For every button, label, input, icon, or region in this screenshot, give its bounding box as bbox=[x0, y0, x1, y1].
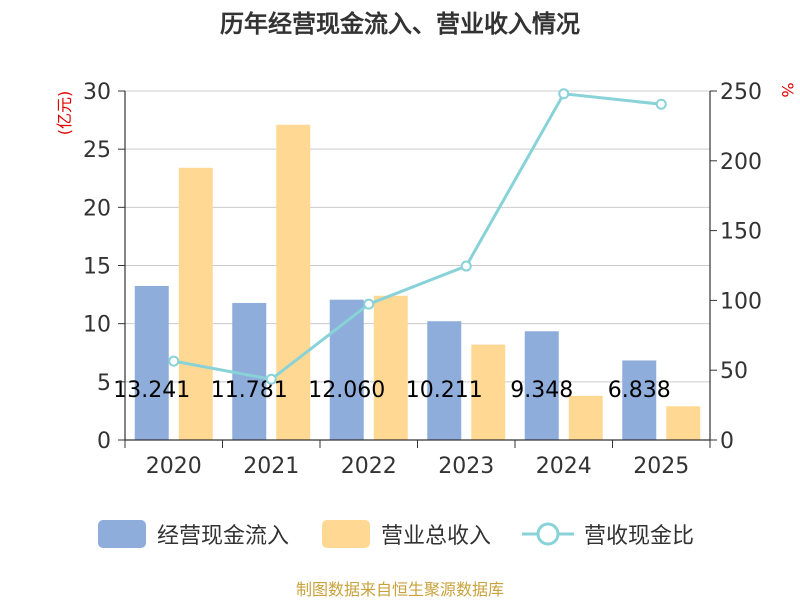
legend-item-revenue[interactable]: 营业总收入 bbox=[322, 520, 491, 549]
ratio-point bbox=[168, 355, 180, 367]
right-axis-tick-label: 250 bbox=[720, 80, 762, 105]
legend-label-cash-inflow: 经营现金流入 bbox=[157, 524, 289, 549]
x-axis-tick-label: 2020 bbox=[146, 454, 202, 479]
x-axis-tick-label: 2024 bbox=[536, 454, 592, 479]
source-note: 制图数据来自恒生聚源数据库 bbox=[296, 580, 504, 599]
bar-data-labels: 13.241 11.781 12.060 10.211 9.348 6.838 bbox=[113, 378, 670, 403]
left-axis-tick-label: 10 bbox=[83, 313, 111, 338]
left-axis-label: (亿元) bbox=[55, 91, 74, 136]
bar-series bbox=[134, 124, 701, 440]
bar-data-label: 13.241 bbox=[113, 378, 190, 403]
bar-revenue bbox=[178, 167, 213, 440]
bar-cash-inflow bbox=[134, 285, 169, 440]
right-axis-tick-label: 100 bbox=[720, 289, 762, 314]
legend-label-revenue: 营业总收入 bbox=[381, 524, 491, 549]
bar-data-label: 9.348 bbox=[510, 378, 573, 403]
right-axis-tick-label: 50 bbox=[720, 359, 748, 384]
right-axis-tick-label: 150 bbox=[720, 220, 762, 245]
legend-label-ratio: 营收现金比 bbox=[584, 524, 694, 549]
legend-item-cash-inflow[interactable]: 经营现金流入 bbox=[98, 520, 289, 549]
left-axis-tick-label: 25 bbox=[83, 138, 111, 163]
x-axis-tick-label: 2025 bbox=[633, 454, 689, 479]
ratio-line bbox=[173, 92, 662, 381]
ratio-point bbox=[363, 298, 375, 310]
right-axis-tick-label: 0 bbox=[720, 429, 734, 454]
right-axis-label: % bbox=[778, 82, 797, 97]
x-axis-tick-label: 2021 bbox=[243, 454, 299, 479]
line-series bbox=[168, 88, 667, 385]
ratio-point bbox=[655, 98, 667, 110]
bar-revenue bbox=[568, 395, 603, 440]
left-axis-tick-label: 0 bbox=[97, 429, 111, 454]
legend-item-ratio[interactable]: 营收现金比 bbox=[522, 522, 694, 549]
legend-marker-ratio bbox=[536, 522, 560, 546]
bar-revenue bbox=[373, 295, 408, 440]
left-axis-tick-label: 20 bbox=[83, 196, 111, 221]
bar-revenue bbox=[276, 124, 311, 440]
legend-swatch-cash-inflow bbox=[98, 520, 146, 548]
bar-cash-inflow bbox=[232, 302, 267, 440]
left-axis-tick-label: 15 bbox=[83, 255, 111, 280]
ratio-point bbox=[558, 88, 570, 100]
legend-swatch-revenue bbox=[322, 520, 370, 548]
chart-title: 历年经营现金流入、营业收入情况 bbox=[220, 10, 580, 38]
left-axis-tick-label: 5 bbox=[97, 371, 111, 396]
bar-data-label: 10.211 bbox=[406, 378, 483, 403]
bar-cash-inflow bbox=[329, 299, 364, 440]
grid-lines bbox=[125, 90, 710, 383]
x-axis-tick-label: 2022 bbox=[341, 454, 397, 479]
bar-data-label: 6.838 bbox=[608, 378, 671, 403]
ratio-point bbox=[265, 373, 277, 385]
bar-cash-inflow bbox=[622, 360, 657, 440]
x-axis-tick-label: 2023 bbox=[438, 454, 494, 479]
left-axis-tick-label: 30 bbox=[83, 80, 111, 105]
ratio-point bbox=[460, 260, 472, 272]
bar-data-label: 11.781 bbox=[211, 378, 288, 403]
right-axis-tick-label: 200 bbox=[720, 150, 762, 175]
bar-revenue bbox=[666, 406, 701, 440]
bar-cash-inflow bbox=[427, 321, 462, 440]
bar-revenue bbox=[471, 344, 506, 440]
bar-cash-inflow bbox=[524, 331, 559, 440]
bar-data-label: 12.060 bbox=[308, 378, 385, 403]
legend: 经营现金流入 营业总收入 营收现金比 bbox=[98, 520, 694, 549]
